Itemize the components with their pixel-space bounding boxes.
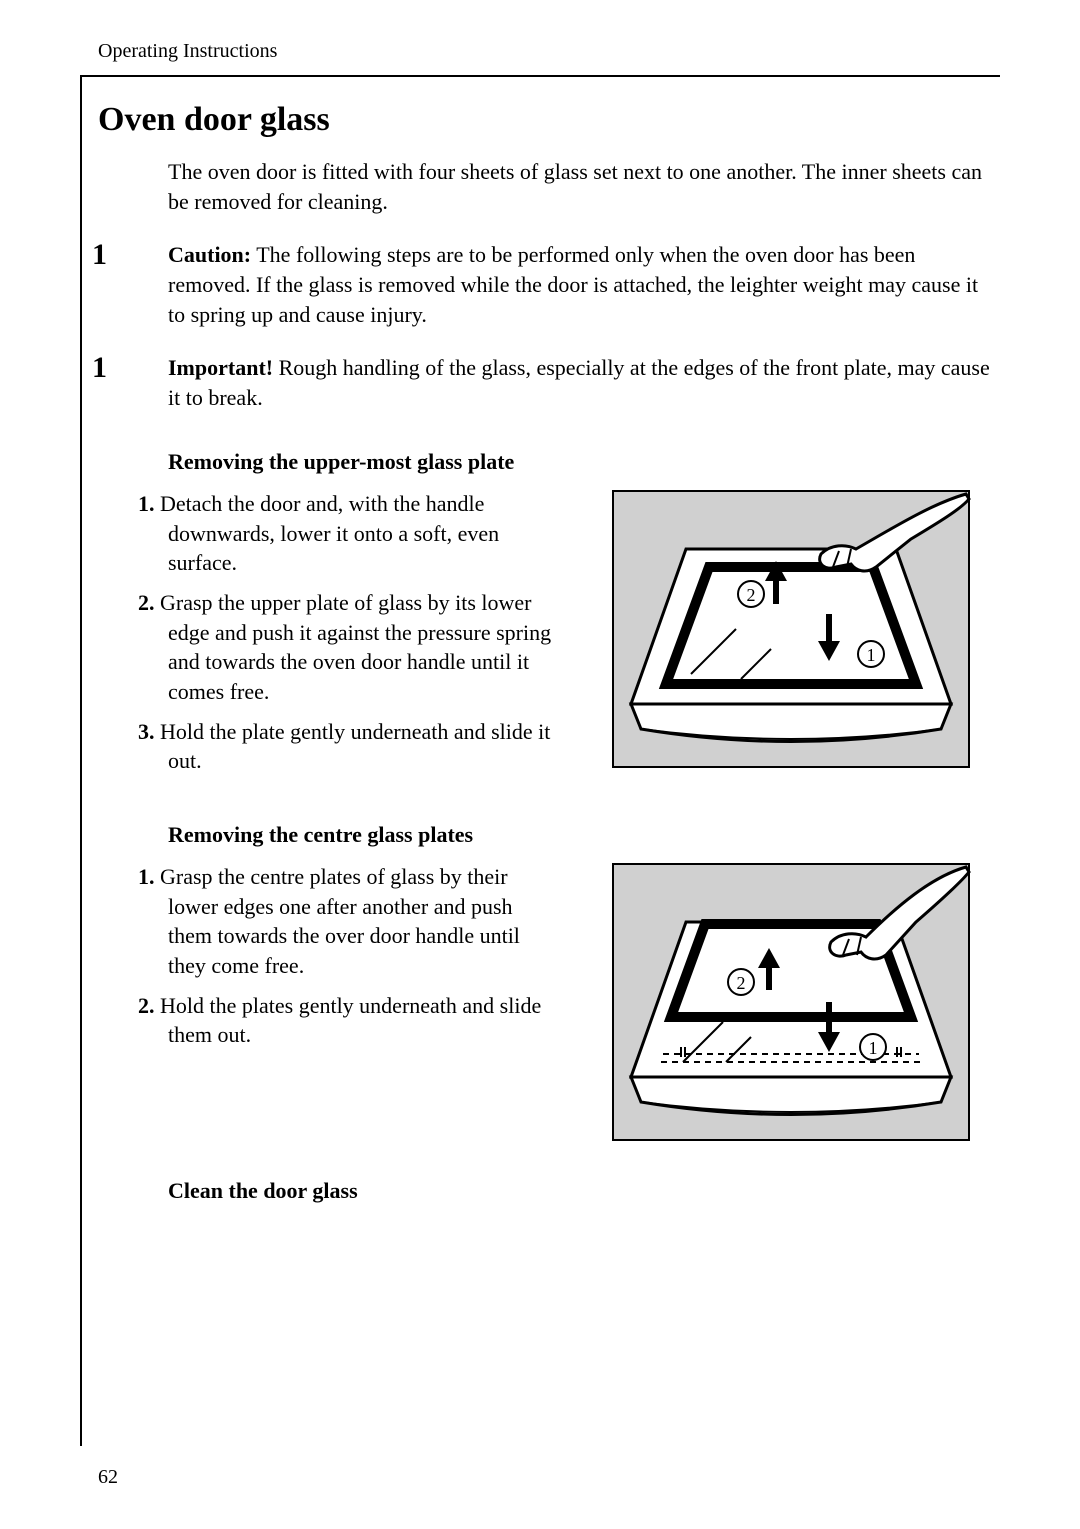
figure-upper-glass: 2 1 xyxy=(582,489,1000,769)
horizontal-rule xyxy=(80,75,1000,77)
section-title: Removing the upper-most glass plate xyxy=(168,449,1000,475)
warning-caution: 1 Caution: The following steps are to be… xyxy=(168,240,1000,329)
figure-centre-glass: 2 1 xyxy=(582,862,1000,1142)
intro-text: The oven door is fitted with four sheets… xyxy=(168,157,1000,216)
step-item: Hold the plates gently underneath and sl… xyxy=(138,991,558,1050)
step-list: Detach the door and, with the handle dow… xyxy=(138,489,558,786)
warning-body: Rough handling of the glass, especially … xyxy=(168,355,990,410)
figure-label-1: 1 xyxy=(867,645,876,665)
diagram-svg: 2 1 xyxy=(611,862,971,1142)
warning-icon: 1 xyxy=(92,238,107,272)
section-row: Detach the door and, with the handle dow… xyxy=(98,489,1000,786)
section-title: Clean the door glass xyxy=(168,1178,1000,1204)
warning-text: Important! Rough handling of the glass, … xyxy=(168,353,1000,412)
diagram-svg: 2 1 xyxy=(611,489,971,769)
section-row: Grasp the centre plates of glass by thei… xyxy=(98,862,1000,1142)
step-item: Grasp the centre plates of glass by thei… xyxy=(138,862,558,981)
content-area: Oven door glass The oven door is fitted … xyxy=(98,101,1000,1204)
warning-text: Caution: The following steps are to be p… xyxy=(168,240,1000,329)
header-label: Operating Instructions xyxy=(98,40,1000,63)
step-item: Grasp the upper plate of glass by its lo… xyxy=(138,588,558,707)
warning-label: Important! xyxy=(168,355,273,380)
figure-label-1: 1 xyxy=(869,1038,878,1058)
warning-label: Caution: xyxy=(168,242,251,267)
step-item: Hold the plate gently underneath and sli… xyxy=(138,717,558,776)
figure-label-2: 2 xyxy=(747,585,756,605)
warning-icon: 1 xyxy=(92,351,107,385)
vertical-rule xyxy=(80,76,82,1446)
warning-body: The following steps are to be performed … xyxy=(168,242,978,326)
page-number: 62 xyxy=(98,1466,118,1489)
step-list: Grasp the centre plates of glass by thei… xyxy=(138,862,558,1060)
section-title: Removing the centre glass plates xyxy=(168,822,1000,848)
figure-label-2: 2 xyxy=(737,973,746,993)
step-item: Detach the door and, with the handle dow… xyxy=(138,489,558,578)
page-title: Oven door glass xyxy=(98,101,1000,139)
page: Operating Instructions Oven door glass T… xyxy=(0,0,1080,1529)
warning-important: 1 Important! Rough handling of the glass… xyxy=(168,353,1000,412)
